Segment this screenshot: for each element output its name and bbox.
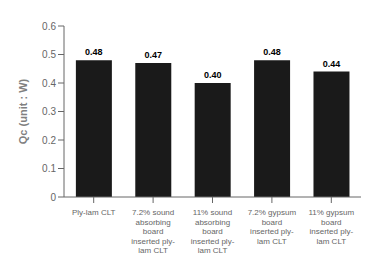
svg-text:0.48: 0.48 <box>85 47 103 57</box>
svg-text:0.1: 0.1 <box>42 163 56 174</box>
svg-text:7.2% gypsumboardinserted ply-l: 7.2% gypsumboardinserted ply-lam CLT <box>248 208 297 246</box>
svg-text:0.3: 0.3 <box>42 106 56 117</box>
svg-text:Ply-lam CLT: Ply-lam CLT <box>72 208 116 217</box>
svg-text:0.48: 0.48 <box>263 47 281 57</box>
svg-text:11% gypsumboardinserted ply-la: 11% gypsumboardinserted ply-lam CLT <box>308 208 354 246</box>
svg-text:0.40: 0.40 <box>204 70 222 80</box>
svg-text:0.4: 0.4 <box>42 78 56 89</box>
svg-text:0: 0 <box>50 192 56 203</box>
svg-text:Qc (unit : W): Qc (unit : W) <box>17 78 29 144</box>
svg-text:0.6: 0.6 <box>42 21 56 32</box>
svg-text:0.47: 0.47 <box>145 50 163 60</box>
svg-text:0.44: 0.44 <box>323 59 341 69</box>
svg-text:7.2% soundabsorbingboardinsert: 7.2% soundabsorbingboardinserted ply-lam… <box>131 208 175 255</box>
svg-text:0.5: 0.5 <box>42 49 56 60</box>
svg-text:11% soundabsorbingboardinserte: 11% soundabsorbingboardinserted ply-lam … <box>191 208 235 255</box>
svg-text:0.2: 0.2 <box>42 135 56 146</box>
